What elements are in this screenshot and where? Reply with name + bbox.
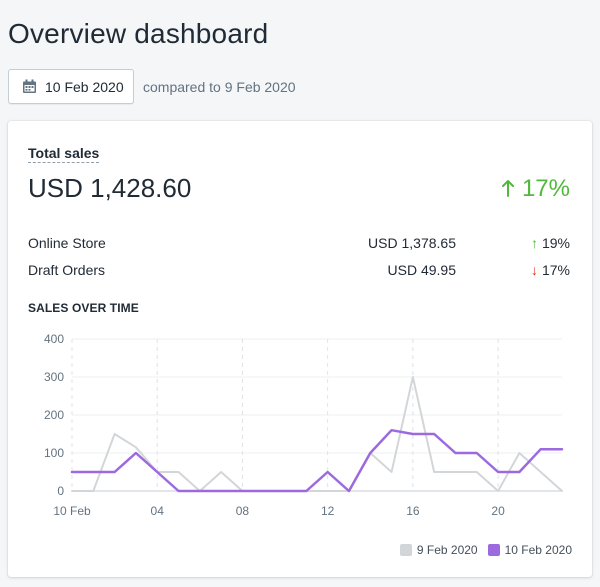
y-tick-label: 400	[44, 332, 64, 346]
x-tick-label: 04	[151, 504, 165, 518]
page-title: Overview dashboard	[8, 18, 269, 49]
chart-legend: 9 Feb 2020 10 Feb 2020	[390, 543, 572, 557]
breakdown-amount: USD 49.95	[387, 262, 456, 278]
y-tick-label: 100	[44, 446, 64, 460]
arrow-up-icon: ↑	[530, 235, 538, 251]
comparison-text: compared to 9 Feb 2020	[143, 79, 296, 95]
total-sales-change-value: 17%	[521, 175, 570, 202]
arrow-down-icon: ↓	[530, 262, 538, 278]
sales-over-time-chart: 0 100 200 300 400 10 Feb 04 08 12 16 20	[44, 332, 564, 518]
legend-swatch	[487, 544, 500, 556]
total-sales-card: Total sales USD 1,428.60 17% Online Stor…	[8, 121, 592, 577]
y-tick-label: 300	[44, 370, 64, 384]
total-sales-label[interactable]: Total sales	[28, 145, 100, 163]
breakdown-name: Online Store	[28, 235, 106, 251]
total-sales-value: USD 1,428.60	[28, 173, 192, 203]
series-line-previous	[71, 376, 563, 492]
x-tick-label: 12	[321, 504, 335, 518]
calendar-icon	[22, 79, 37, 94]
chart-title: SALES OVER TIME	[28, 301, 139, 315]
legend-label: 9 Feb 2020	[416, 543, 478, 557]
breakdown-change: ↓ 17%	[531, 262, 570, 278]
series-line-current	[70, 428, 564, 493]
breakdown-change-value: 19%	[541, 235, 570, 251]
arrow-up-icon	[501, 175, 522, 202]
breakdown-row-online-store: Online Store USD 1,378.65 ↑ 19%	[28, 235, 570, 255]
legend-swatch	[399, 544, 412, 556]
breakdown-change-value: 17%	[541, 262, 570, 278]
legend-item[interactable]: 9 Feb 2020	[399, 543, 478, 557]
date-picker-label: 10 Feb 2020	[45, 78, 124, 95]
y-tick-label: 0	[57, 484, 64, 498]
legend-item[interactable]: 10 Feb 2020	[487, 543, 572, 557]
date-picker-button[interactable]: 10 Feb 2020	[8, 69, 134, 104]
breakdown-change: ↑ 19%	[531, 235, 570, 251]
x-tick-label: 08	[236, 504, 250, 518]
legend-label: 10 Feb 2020	[504, 543, 572, 557]
y-tick-label: 200	[44, 408, 64, 422]
x-tick-label: 10 Feb	[53, 504, 91, 518]
x-tick-label: 16	[406, 504, 420, 518]
x-tick-label: 20	[491, 504, 505, 518]
breakdown-name: Draft Orders	[28, 262, 106, 278]
total-sales-change: 17%	[501, 175, 570, 203]
breakdown-amount: USD 1,378.65	[368, 235, 456, 251]
breakdown-row-draft-orders: Draft Orders USD 49.95 ↓ 17%	[28, 262, 570, 282]
